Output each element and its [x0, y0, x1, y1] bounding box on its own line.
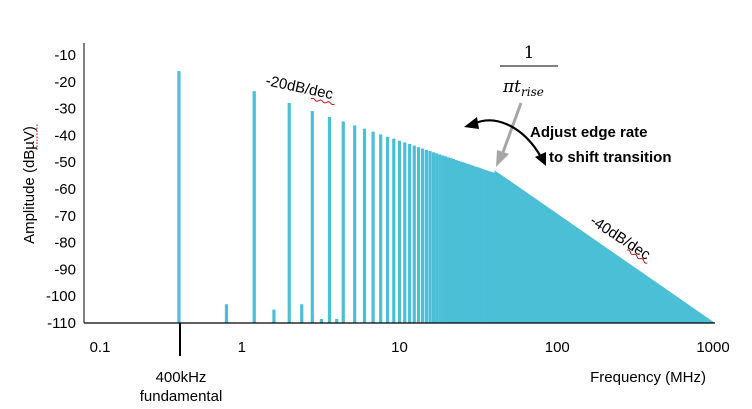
x-tick-label: 0.1 [90, 339, 111, 356]
odd-harmonic-bar [456, 160, 460, 323]
y-tick-label: -110 [47, 315, 76, 332]
formula-denominator: πtrise [502, 77, 544, 99]
odd-harmonic-bar [362, 128, 367, 323]
odd-harmonic-bar [353, 125, 357, 323]
odd-harmonic-bar [287, 102, 291, 323]
odd-harmonic-bar [473, 166, 477, 323]
x-tick-labels: 0.1 1 10 100 1000 [90, 339, 730, 356]
odd-harmonic-bar [408, 143, 412, 323]
edge-rate-text-line1: Adjust edge rate [530, 124, 648, 141]
odd-harmonic-bar [476, 167, 480, 323]
odd-harmonic-bar [428, 150, 432, 323]
odd-harmonic-bar [449, 158, 453, 323]
odd-harmonic-bar [435, 153, 439, 323]
x-tick-label: 1 [238, 339, 246, 356]
odd-harmonic-bar [451, 158, 456, 323]
even-harmonic-bar [272, 309, 276, 323]
formula-denominator-subscript: rise [521, 85, 544, 99]
odd-harmonic-bar [474, 167, 479, 323]
even-harmonic-bar [319, 318, 324, 323]
odd-harmonic-bar [480, 168, 484, 323]
odd-harmonic-bar [177, 71, 181, 323]
y-tick-label: -100 [46, 288, 76, 305]
odd-harmonic-bar [465, 163, 469, 323]
y-axis-label: Amplitude (dBµV) [21, 126, 38, 244]
y-tick-label: -70 [54, 208, 76, 225]
y-tick-label: -50 [54, 154, 76, 171]
odd-harmonic-bar [454, 160, 458, 323]
odd-harmonic-bar [412, 145, 416, 323]
curved-arrow-head-right [535, 152, 546, 166]
odd-harmonic-bar [385, 136, 390, 323]
odd-harmonic-bar [252, 91, 256, 324]
odd-harmonic-bar [424, 149, 428, 323]
y-tick-label: -90 [54, 261, 76, 278]
odd-harmonic-bar [459, 161, 463, 323]
odd-harmonic-bar [327, 116, 332, 323]
harmonic-bars [177, 71, 496, 324]
x-tick-label: 10 [391, 339, 408, 356]
fundamental-freq-label: 400kHz [156, 369, 207, 386]
transition-pointer-arrowhead [496, 150, 509, 167]
slope-40db-squiggle [626, 249, 648, 264]
edge-rate-curved-arrow [473, 119, 542, 158]
odd-harmonic-bar [467, 164, 471, 323]
odd-harmonic-bar [471, 165, 475, 323]
odd-harmonic-bar [379, 134, 383, 323]
formula-numerator: 1 [524, 43, 535, 63]
odd-harmonic-bar [416, 147, 421, 323]
slope-label-20db: -20dB/dec [264, 72, 335, 103]
y-tick-labels: -10 -20 -30 -40 -50 -60 -70 -80 -90 -100 -110 [46, 47, 76, 332]
slope-20db-squiggle [310, 97, 335, 106]
odd-harmonic-bar [463, 163, 467, 323]
even-harmonic-bar [224, 304, 229, 323]
odd-harmonic-bar [441, 155, 445, 323]
odd-harmonic-bar [392, 138, 396, 323]
envelope-area [494, 170, 715, 323]
odd-harmonic-bar [492, 172, 496, 323]
y-tick-label: -30 [54, 101, 76, 118]
odd-harmonic-bar [461, 162, 465, 323]
even-harmonic-bar [300, 304, 304, 323]
odd-harmonic-bar [446, 157, 450, 323]
odd-harmonic-bar [403, 142, 407, 323]
x-tick-label: 1000 [696, 339, 729, 356]
y-tick-label: -40 [54, 127, 76, 144]
odd-harmonic-bar [431, 152, 435, 323]
odd-harmonic-bar [444, 156, 448, 323]
odd-harmonic-bar [478, 168, 482, 323]
odd-harmonic-bar [420, 148, 425, 323]
y-tick-label: -60 [54, 181, 76, 198]
fundamental-caption: fundamental [140, 388, 223, 405]
y-tick-label: -10 [54, 47, 76, 64]
formula-denominator-prefix: πt [502, 77, 521, 97]
odd-harmonic-bar [438, 154, 442, 323]
odd-harmonic-bar [341, 121, 345, 324]
x-tick-label: 100 [545, 339, 570, 356]
odd-harmonic-bar [310, 111, 314, 323]
even-harmonic-bar [335, 318, 339, 323]
odd-harmonic-bar [469, 165, 473, 323]
curved-arrow-head-left [464, 117, 479, 129]
transition-pointer-arrow [500, 102, 523, 156]
odd-harmonic-bar [371, 131, 375, 323]
x-axis-label: Frequency (MHz) [590, 369, 706, 386]
edge-rate-text-line2: to shift transition [549, 149, 672, 166]
odd-harmonic-bar [397, 140, 402, 323]
y-tick-label: -20 [54, 74, 76, 91]
y-tick-label: -80 [54, 235, 76, 252]
